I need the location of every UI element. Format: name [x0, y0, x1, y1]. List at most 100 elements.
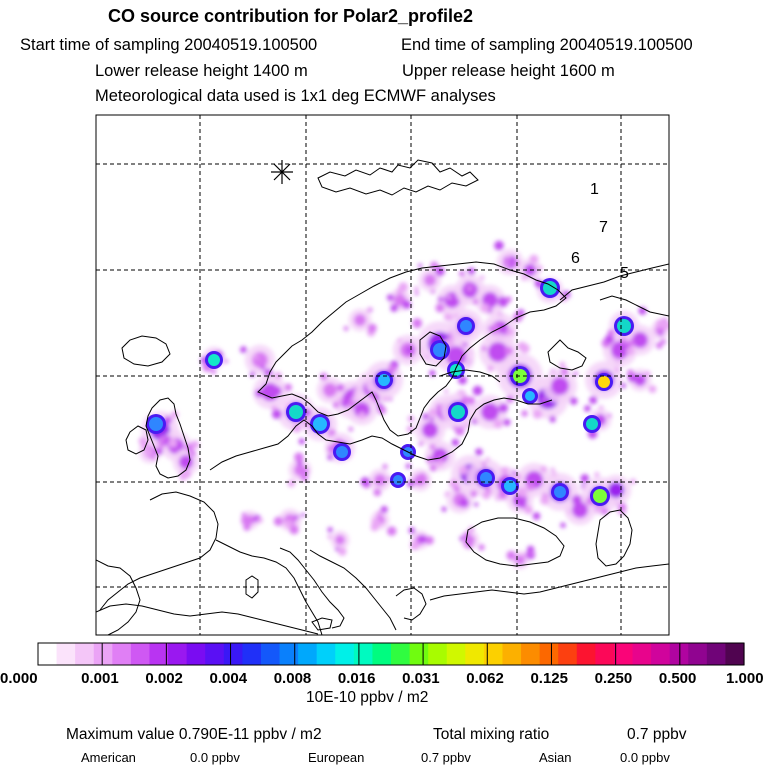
field-speck	[517, 341, 527, 351]
colorbar-tick-label: 0.008	[273, 670, 312, 687]
total-mixing-ratio-label: Total mixing ratio	[433, 726, 550, 743]
hotspot-core	[451, 405, 465, 419]
colorbar-ticks	[37, 643, 745, 665]
coastline-adriatic	[309, 549, 397, 631]
field-speck	[580, 474, 590, 483]
colorbar-swatch	[446, 643, 466, 665]
field-speck	[370, 396, 376, 402]
colorbar-swatch	[279, 643, 299, 665]
hotspot-core	[586, 418, 598, 430]
coastline-sicily	[311, 617, 333, 631]
field-speck	[240, 346, 247, 354]
field-speck	[503, 418, 511, 426]
field-speck	[189, 450, 197, 457]
colorbar-swatch	[75, 643, 95, 665]
hotspot-core	[480, 472, 492, 484]
colorbar-swatch	[242, 643, 262, 665]
field-speck	[472, 385, 483, 396]
field-speck	[470, 490, 478, 498]
field-speck	[337, 397, 344, 404]
colorbar-swatch	[483, 643, 504, 665]
field-speck	[506, 328, 514, 336]
field-core	[422, 422, 438, 438]
coastline-gulf-of-bothnia	[419, 331, 447, 367]
colorbar-swatch	[112, 643, 132, 665]
field-speck	[436, 459, 444, 467]
colorbar-tick-label: 0.062	[466, 670, 504, 687]
colorbar-swatch	[465, 643, 485, 665]
colorbar-swatch	[521, 643, 541, 665]
field-speck	[620, 337, 627, 345]
colorbar-tick-label: 0.001	[81, 670, 119, 687]
colorbar-swatch	[335, 643, 355, 665]
coastline-iberia	[96, 559, 141, 635]
field-speck	[273, 516, 284, 526]
field-speck	[503, 258, 509, 265]
field-speck	[549, 415, 556, 423]
colorbar-swatch	[168, 643, 188, 665]
field-speck	[540, 465, 548, 473]
field-core	[432, 448, 448, 464]
colorbar-swatch	[38, 643, 58, 665]
field-speck	[382, 464, 388, 470]
hotspot-core	[433, 343, 447, 357]
coastline-gulf-of-finland	[439, 369, 501, 383]
colorbar-swatch	[260, 643, 281, 665]
field-speck	[380, 506, 388, 514]
field-speck	[348, 426, 354, 432]
field-speck	[429, 370, 436, 377]
field-speck	[473, 502, 479, 507]
field-speck	[487, 365, 494, 372]
field-speck	[589, 396, 598, 405]
field-speck	[438, 296, 444, 302]
hotspot-core	[450, 364, 462, 376]
colorbar-swatch	[688, 643, 708, 665]
field-speck	[521, 275, 527, 281]
lower-height-label: Lower release height 1400 m	[95, 62, 308, 80]
field-speck	[600, 507, 609, 515]
hotspot-core	[598, 376, 610, 388]
field-speck	[480, 275, 485, 280]
plot-title: CO source contribution for Polar2_profil…	[108, 6, 474, 26]
coastline-ireland	[125, 425, 149, 455]
field-speck	[418, 534, 427, 544]
coastline-sardinia	[245, 575, 259, 599]
field-speck	[402, 300, 412, 310]
field-speck	[396, 288, 404, 295]
coastline-anatolia	[429, 563, 669, 601]
hotspot-core	[543, 281, 557, 295]
colorbar-tick-label: 0.000	[0, 670, 38, 687]
field-speck	[448, 478, 459, 489]
coastline-novaya-zemlya	[559, 263, 669, 301]
field-speck	[444, 389, 449, 394]
hotspot-core	[504, 480, 516, 492]
field-speck	[429, 464, 437, 472]
field-speck	[435, 403, 442, 411]
field-speck	[526, 481, 536, 491]
field-speck	[257, 517, 263, 523]
field-speck	[418, 263, 423, 268]
field-speck	[593, 504, 602, 513]
field-speck	[408, 527, 416, 534]
field-speck	[540, 495, 550, 505]
field-speck	[481, 345, 487, 352]
colorbar-swatch	[353, 643, 374, 665]
field-speck	[387, 364, 397, 374]
colorbar-swatches	[38, 643, 745, 665]
hotspot-core	[554, 486, 566, 498]
field-speck	[459, 498, 470, 508]
colorbar-swatch	[669, 643, 689, 665]
field-speck	[446, 294, 452, 300]
field-core	[481, 403, 499, 421]
field-speck	[504, 346, 514, 355]
colorbar-swatch	[93, 643, 113, 665]
field-speck	[301, 467, 309, 475]
asian-label: Asian	[539, 750, 572, 765]
coastline-svalbard	[317, 159, 479, 196]
field-speck	[541, 397, 547, 403]
field-speck	[459, 536, 465, 542]
colorbar-tick-label: 1.000	[726, 670, 764, 687]
coastline-north-africa	[96, 603, 319, 635]
field-core	[572, 502, 588, 518]
